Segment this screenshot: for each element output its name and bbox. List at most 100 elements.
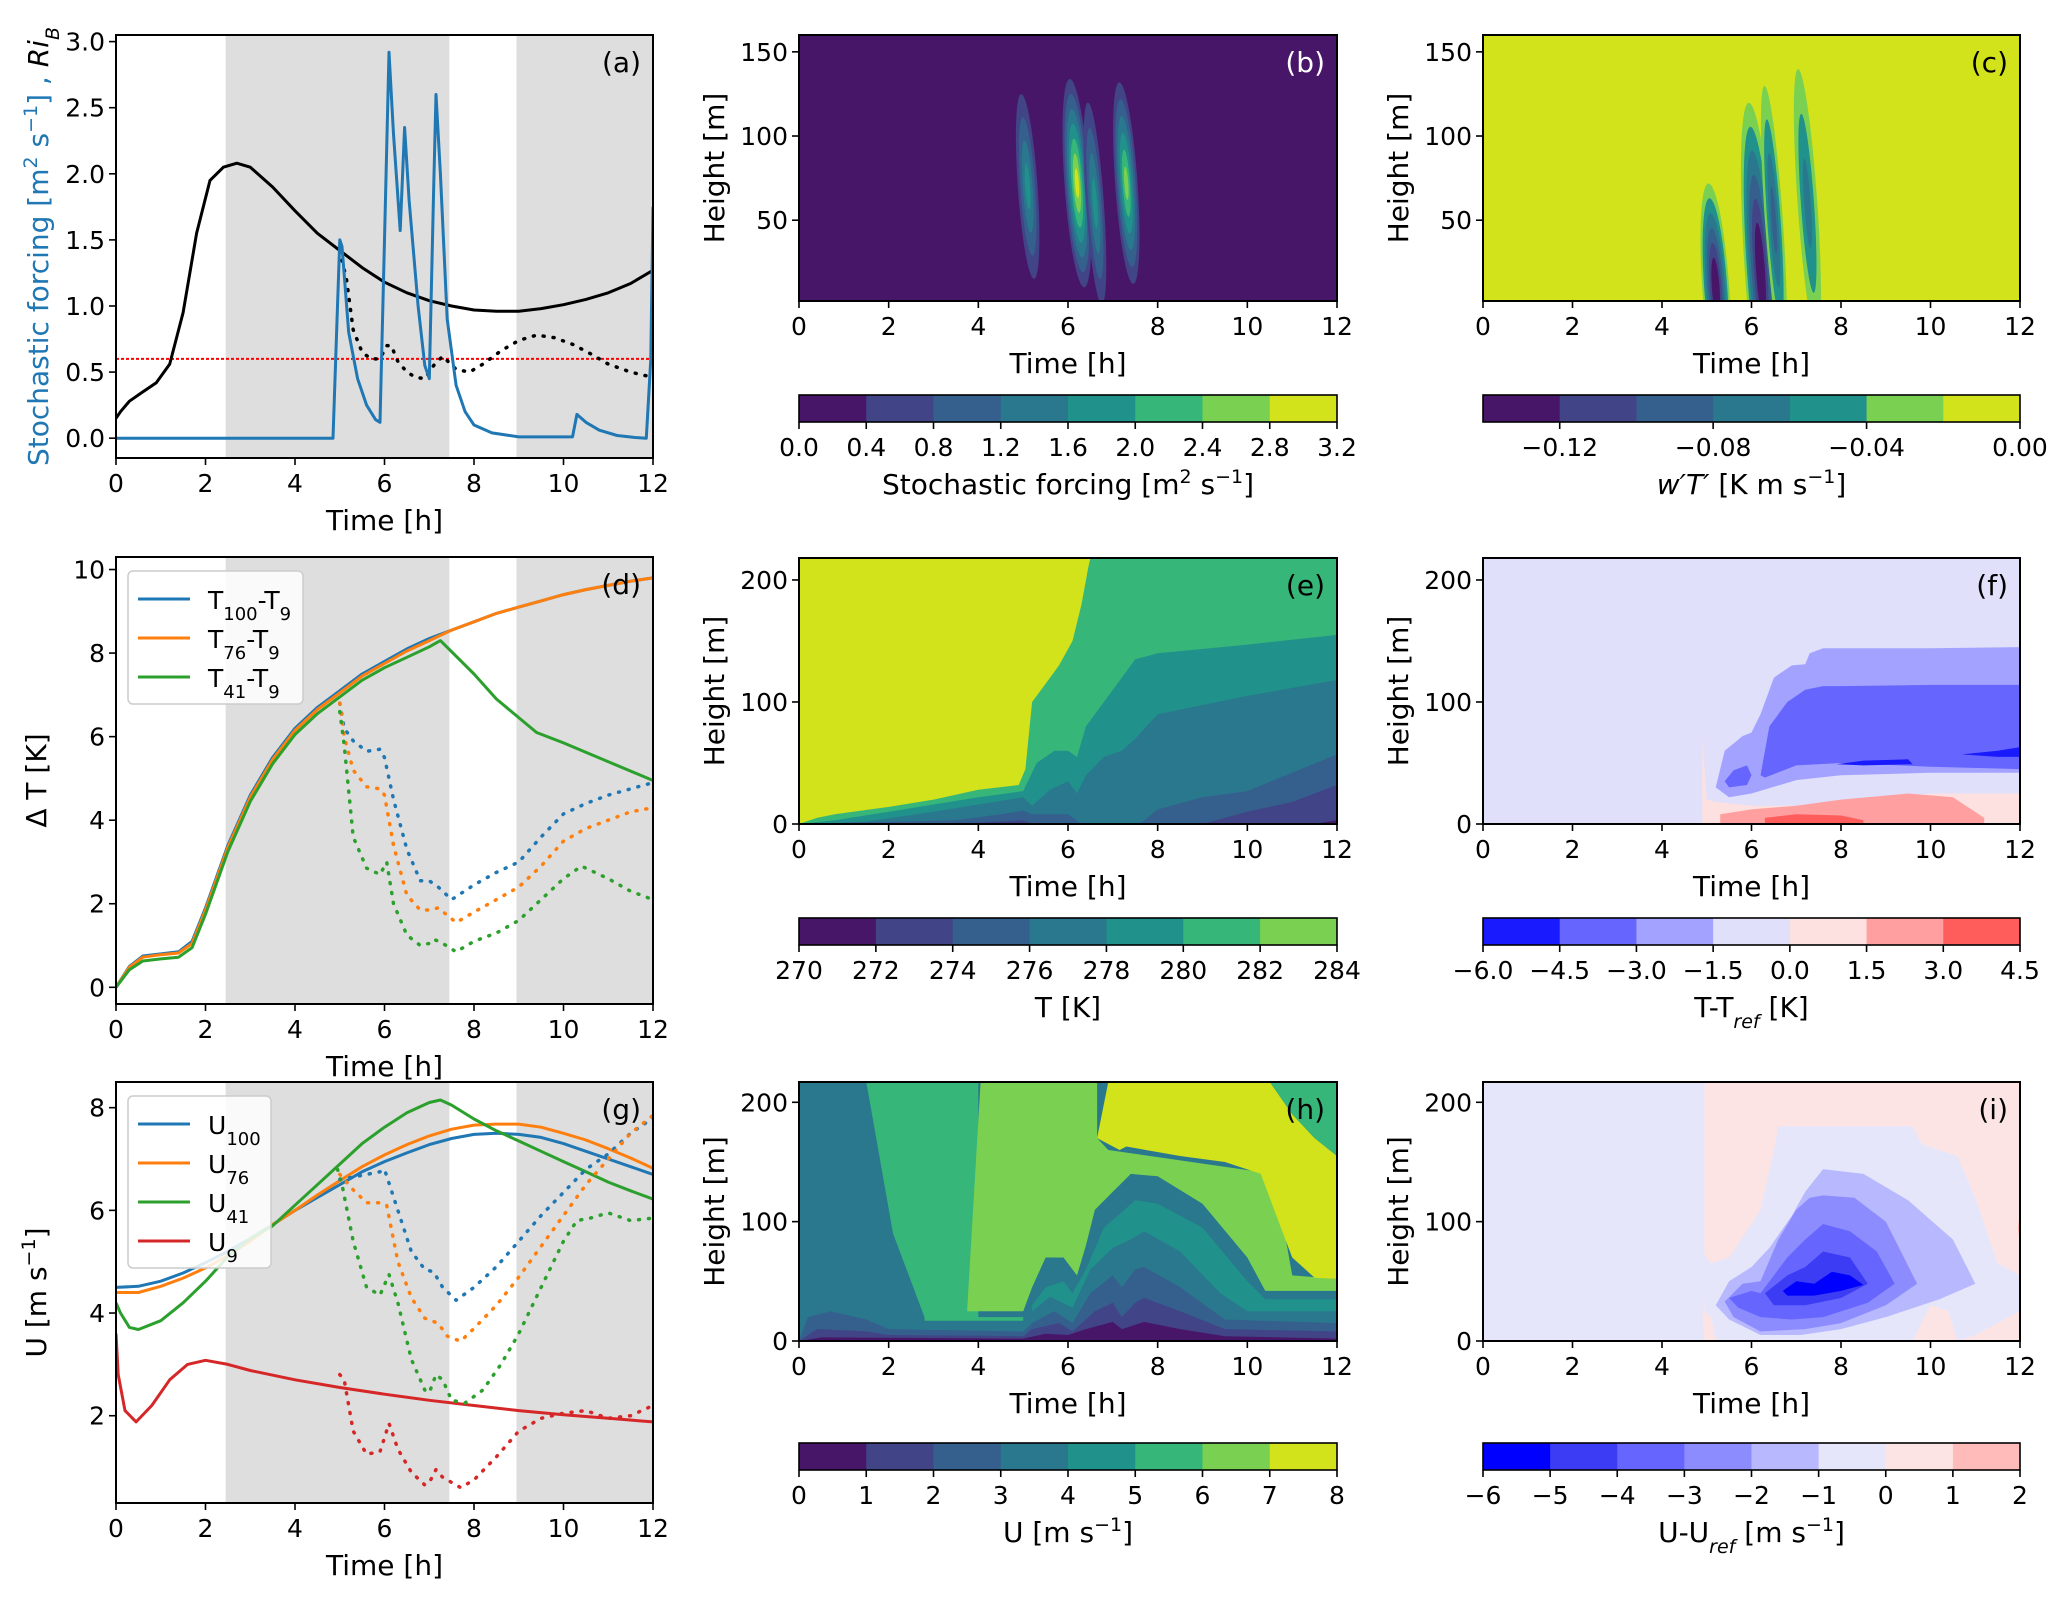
y-axis-label: Δ T [K] [20, 733, 53, 827]
contour-band [1961, 747, 2020, 757]
y-tick-label: 200 [740, 566, 788, 595]
x-tick-label: 8 [466, 1514, 482, 1543]
colorbar-segment [1943, 395, 2021, 422]
colorbar-tick-label: 3 [993, 1481, 1009, 1510]
series-line-u100-stochastic [338, 1116, 653, 1302]
colorbar-tick-label: 2.0 [1115, 433, 1155, 462]
y-tick-label: 100 [1424, 122, 1472, 151]
colorbar-tick-label: 3.2 [1317, 433, 1357, 462]
legend-entry: T76-T9 [207, 625, 280, 664]
x-tick-label: 4 [287, 1514, 303, 1543]
colorbar-segment [1751, 1443, 1820, 1470]
y-tick-label: 100 [740, 1208, 788, 1237]
panel-g: 0 2 4 6 8 10 12 2 4 6 8 Time [h] U [m s−1] (g) U100U76… [18, 1081, 669, 1582]
legend-entry: U100 [208, 1111, 261, 1150]
x-tick-label: 2 [1565, 835, 1581, 864]
y-tick-label: 0 [772, 1327, 788, 1356]
panel-b: 0 2 4 6 8 10 12 50 100 150 Time [h] Height [m] (b) 0.… [698, 34, 1357, 501]
x-tick-label: 12 [1321, 1352, 1353, 1381]
shaded-interval [225, 35, 450, 458]
x-tick-label: 4 [970, 312, 986, 341]
panel-d: 0 2 4 6 8 10 12 0 2 4 6 8 10 Time [h] Δ T [K] (d) T100-T… [20, 556, 669, 1083]
y-tick-label: 6 [89, 1196, 105, 1225]
legend-entry: T41-T9 [207, 664, 280, 703]
x-tick-label: 6 [1744, 835, 1760, 864]
x-tick-label: 0 [1475, 312, 1491, 341]
panel-label: (a) [602, 46, 641, 79]
legend-entry: U41 [208, 1189, 249, 1228]
colorbar-segment [1550, 1443, 1618, 1470]
panel-e: 0 2 4 6 8 10 12 0 100 200 Time [h] Height [m] (e) 270… [698, 557, 1361, 1024]
colorbar-tick-label: 1.5 [1847, 956, 1887, 985]
x-tick-label: 4 [970, 1352, 986, 1381]
colorbar-segment [1135, 1443, 1203, 1470]
y-axis-label: Stochastic forcing [m2 s−1] , RiB [20, 27, 64, 466]
colorbar: 0.0 0.4 0.8 1.2 1.6 2.0 2.4 2.8 3.2 Stochastic fo… [779, 394, 1357, 501]
x-tick-label: 6 [377, 469, 393, 498]
panel-label: (g) [601, 1093, 641, 1126]
panel-f: 0 2 4 6 8 10 12 0 100 200 Time [h] Height [m] (f) −6.… [1382, 557, 2040, 1033]
y-tick-label: 4 [89, 806, 105, 835]
colorbar-tick-label: 8 [1329, 1481, 1345, 1510]
y-tick-label: 50 [1440, 206, 1472, 235]
colorbar-tick-label: −4 [1599, 1481, 1636, 1510]
x-axis-label: Time [h] [325, 1549, 443, 1582]
colorbar-tick-label: 280 [1159, 956, 1207, 985]
colorbar-segment [952, 918, 1031, 945]
plot-area [799, 558, 1337, 824]
y-tick-label: 100 [1424, 688, 1472, 717]
panel-label: (e) [1286, 569, 1325, 602]
x-tick-label: 0 [791, 312, 807, 341]
x-tick-label: 10 [548, 1514, 580, 1543]
y-tick-label: 200 [1424, 566, 1472, 595]
colorbar-segment [799, 395, 867, 422]
colorbar-frame [1482, 917, 2021, 946]
colorbar-segment [1000, 1443, 1069, 1470]
legend-frame [127, 1095, 272, 1269]
plot-area [1483, 1082, 2020, 1341]
colorbar: 0 1 2 3 4 5 6 7 8 U [m s−1] [791, 1442, 1345, 1549]
colorbar-label: w′T′ [K m s−1] [1657, 466, 1847, 501]
x-tick-label: 12 [2004, 835, 2036, 864]
colorbar-segment [1269, 1443, 1338, 1470]
colorbar-segment [1483, 395, 1561, 422]
legend-entry: U76 [208, 1150, 249, 1189]
colorbar-tick-label: 0.0 [1770, 956, 1810, 985]
y-axis-label: Height [m] [1382, 616, 1415, 767]
colorbar-tick-label: −3 [1666, 1481, 1703, 1510]
colorbar: −0.12 −0.08 −0.04 0.00 w′T′ [K m s−1] [1482, 394, 2048, 501]
y-tick-label: 200 [740, 1088, 788, 1117]
colorbar-segment [1106, 918, 1184, 945]
colorbar-tick-label: 4.5 [2000, 956, 2040, 985]
shaded-interval [516, 35, 653, 458]
x-tick-label: 10 [548, 1015, 580, 1044]
x-tick-label: 0 [108, 1514, 124, 1543]
legend-entry: T100-T9 [207, 586, 291, 625]
colorbar-segment [1260, 918, 1338, 945]
y-tick-label: 100 [740, 122, 788, 151]
y-axis-label: Height [m] [698, 616, 731, 767]
colorbar-segment [1068, 395, 1136, 422]
colorbar-tick-label: 284 [1313, 956, 1361, 985]
x-tick-label: 2 [198, 1015, 214, 1044]
x-tick-label: 2 [198, 469, 214, 498]
y-tick-label: 150 [740, 38, 788, 67]
series-line-t100-t9-stochastic [338, 701, 653, 902]
x-axis-label: Time [h] [1692, 870, 1810, 903]
y-tick-label: 1.5 [65, 226, 105, 255]
series-line-u9-stochastic [338, 1372, 653, 1490]
x-tick-label: 0 [791, 835, 807, 864]
colorbar-tick-label: −1.5 [1683, 956, 1744, 985]
colorbar-segment [1866, 395, 1944, 422]
x-axis-label: Time [h] [1008, 870, 1126, 903]
panel-label: (d) [601, 568, 641, 601]
contour-band [1764, 814, 1864, 824]
y-axis-label: Height [m] [698, 1136, 731, 1287]
contour-band [799, 680, 1337, 824]
y-tick-label: 50 [756, 206, 788, 235]
x-tick-label: 2 [1565, 312, 1581, 341]
series-line-t76-t9 [116, 576, 653, 989]
colorbar-segment [1885, 1443, 1954, 1470]
